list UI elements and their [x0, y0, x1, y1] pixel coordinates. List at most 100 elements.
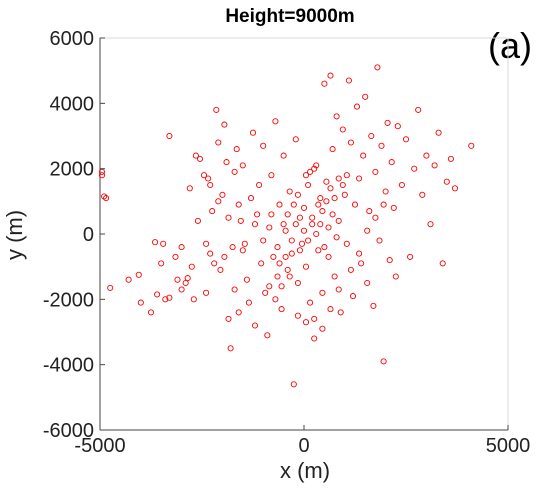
- data-point: [327, 306, 334, 313]
- data-point: [392, 273, 399, 280]
- data-point: [343, 172, 350, 179]
- data-point: [278, 306, 285, 313]
- data-point: [166, 132, 173, 140]
- data-point: [211, 260, 218, 267]
- data-point: [323, 198, 330, 205]
- data-point: [158, 260, 165, 267]
- data-point: [313, 162, 320, 169]
- data-point: [217, 266, 224, 273]
- data-point: [347, 266, 354, 273]
- data-point: [302, 319, 310, 326]
- data-point: [282, 253, 289, 260]
- data-point: [209, 208, 216, 215]
- data-point: [323, 178, 330, 185]
- data-point: [335, 286, 342, 293]
- data-point: [172, 253, 179, 260]
- data-point: [188, 263, 195, 270]
- data-point: [245, 299, 252, 306]
- data-point: [329, 211, 336, 218]
- data-point: [282, 227, 289, 234]
- panel-label: (a): [488, 25, 532, 66]
- data-point: [339, 126, 346, 133]
- data-point: [205, 175, 212, 182]
- data-point: [313, 230, 320, 238]
- data-point: [327, 72, 334, 79]
- data-point: [333, 234, 340, 241]
- data-point: [239, 247, 246, 254]
- data-point: [337, 309, 344, 316]
- data-point: [319, 325, 326, 332]
- data-point: [415, 106, 422, 113]
- data-point: [274, 244, 281, 251]
- data-point: [294, 279, 301, 287]
- data-point: [249, 129, 257, 136]
- y-axis-label: y (m): [2, 210, 27, 260]
- data-point: [294, 191, 301, 198]
- data-point: [178, 244, 185, 251]
- data-point: [353, 103, 361, 110]
- data-point: [311, 335, 318, 342]
- data-point: [184, 275, 191, 282]
- data-point: [288, 237, 295, 244]
- data-point: [266, 283, 273, 290]
- data-point: [213, 106, 220, 113]
- data-point: [229, 244, 236, 251]
- data-point: [364, 227, 371, 234]
- data-point: [356, 250, 363, 257]
- data-point: [258, 260, 265, 267]
- data-point: [388, 159, 395, 166]
- data-point: [284, 266, 291, 273]
- data-point: [286, 188, 293, 195]
- plot-frame: [99, 37, 509, 431]
- data-point: [223, 159, 230, 166]
- data-point: [260, 142, 267, 149]
- data-point: [270, 253, 277, 260]
- data-point: [345, 77, 352, 84]
- data-point: [307, 299, 314, 306]
- data-point: [319, 289, 326, 296]
- data-point: [419, 191, 426, 198]
- data-point: [380, 358, 387, 365]
- data-point: [378, 142, 385, 149]
- data-point: [268, 211, 275, 218]
- data-point: [207, 250, 214, 257]
- data-point: [376, 237, 383, 244]
- data-point: [372, 168, 379, 175]
- data-point: [372, 214, 379, 221]
- x-tick-label: 5000: [486, 435, 531, 457]
- data-point: [311, 165, 318, 172]
- data-point: [196, 155, 204, 162]
- data-point: [307, 168, 314, 175]
- data-point: [315, 201, 322, 208]
- data-point: [251, 322, 259, 329]
- data-point: [423, 152, 430, 159]
- data-point: [311, 315, 318, 322]
- data-point: [98, 172, 106, 179]
- data-point: [103, 195, 110, 202]
- data-point: [221, 121, 228, 128]
- data-point: [300, 204, 308, 211]
- data-point: [343, 240, 350, 247]
- data-point: [302, 263, 310, 270]
- data-point: [174, 276, 181, 283]
- data-point: [274, 273, 281, 280]
- data-point: [435, 129, 442, 136]
- data-point: [302, 172, 310, 179]
- data-point: [215, 198, 222, 205]
- data-point: [325, 224, 332, 231]
- data-point: [315, 247, 322, 254]
- data-point: [368, 132, 375, 140]
- data-point: [247, 195, 255, 202]
- data-point: [272, 296, 279, 303]
- data-point: [107, 284, 114, 291]
- data-point: [284, 211, 291, 218]
- data-point: [347, 139, 354, 146]
- data-point: [147, 309, 155, 316]
- data-point: [439, 260, 446, 267]
- data-point: [317, 221, 324, 228]
- data-point: [190, 296, 197, 303]
- data-point: [321, 80, 328, 87]
- data-point: [335, 217, 342, 224]
- data-point: [182, 279, 189, 287]
- data-point: [98, 168, 106, 175]
